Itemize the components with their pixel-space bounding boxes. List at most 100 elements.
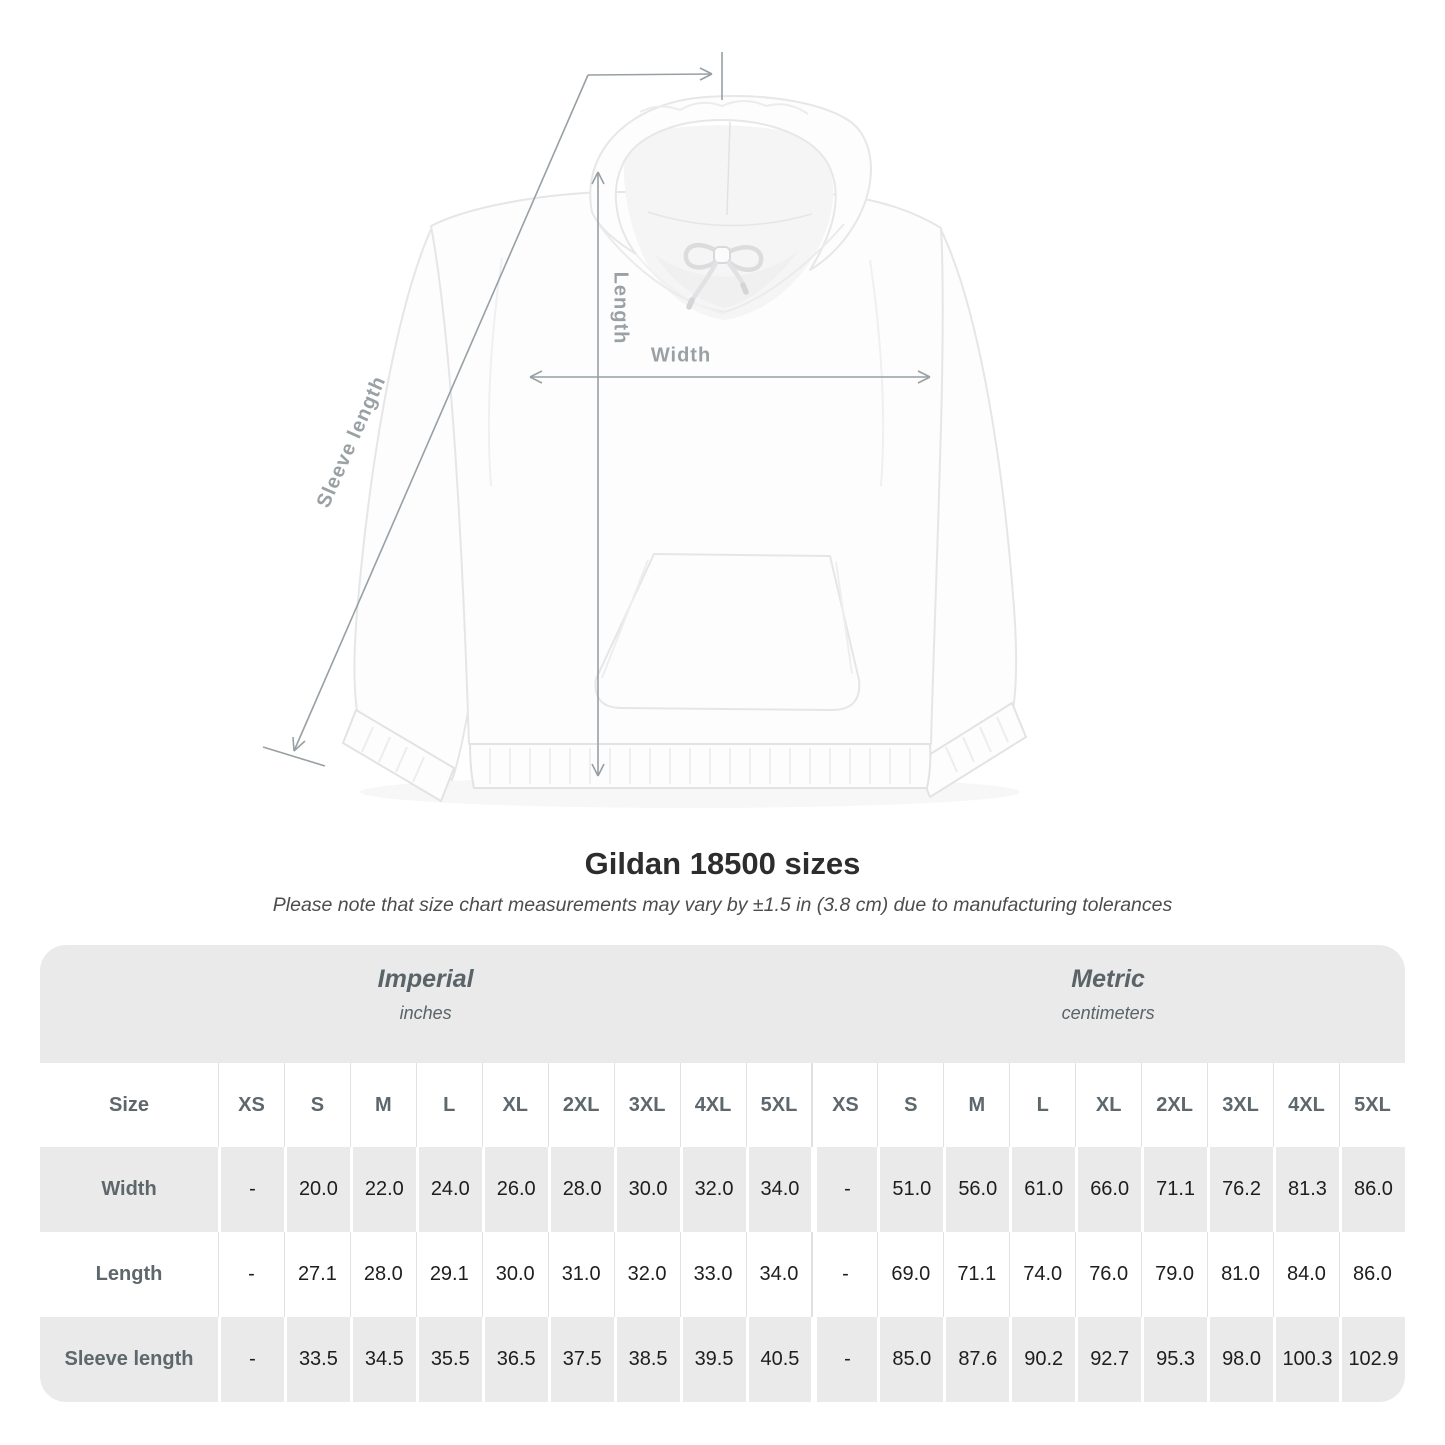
imperial-value: 34.5 (349, 1317, 416, 1402)
imperial-value: - (218, 1317, 284, 1402)
imperial-value: 22.0 (349, 1147, 416, 1232)
size-col-imperial-2xl: 2XL (547, 1063, 614, 1147)
hoodie-waistband (469, 743, 932, 789)
length-measure-label: Length (609, 271, 632, 345)
size-col-metric-xl: XL (1075, 1063, 1141, 1147)
size-col-metric-l: L (1009, 1063, 1075, 1147)
metric-value: 76.2 (1207, 1147, 1273, 1232)
imperial-value: 29.1 (415, 1232, 482, 1317)
metric-value: 102.9 (1338, 1317, 1405, 1402)
metric-value: 87.6 (943, 1317, 1010, 1402)
row-label: Sleeve length (40, 1317, 218, 1402)
metric-value: 71.1 (943, 1232, 1009, 1317)
metric-value: 66.0 (1075, 1147, 1142, 1232)
metric-value: 56.0 (943, 1147, 1010, 1232)
size-col-imperial-3xl: 3XL (613, 1063, 680, 1147)
sleeve-cuff-tick (262, 746, 326, 767)
metric-value: 84.0 (1273, 1232, 1339, 1317)
hoodie-measurement-diagram: Width Length Sleeve length (262, 52, 1027, 802)
size-col-imperial-5xl: 5XL (745, 1063, 812, 1147)
size-header-row: Size XS S M L XL 2XL 3XL 4XL 5XL XS S M L XL 2XL 3XL 4XL 5… (40, 1063, 1405, 1147)
metric-title: Metric (1071, 965, 1145, 993)
metric-value: - (811, 1147, 878, 1232)
unit-header-band: Imperial inches Metric centimeters (40, 945, 1405, 1063)
size-col-metric-xs: XS (811, 1063, 877, 1147)
measure-row: Length -27.1 28.0 29.1 30.0 31.0 32.0 33.0 34.0-… (40, 1232, 1405, 1317)
size-col-metric-s: S (877, 1063, 943, 1147)
metric-value: 90.2 (1009, 1317, 1076, 1402)
sleeve-arrow-diagonal-line (293, 74, 589, 752)
imperial-value: 32.0 (613, 1232, 680, 1317)
imperial-value: 40.5 (745, 1317, 812, 1402)
metric-value: 85.0 (877, 1317, 944, 1402)
imperial-subtitle: inches (399, 1003, 452, 1023)
imperial-value: 30.0 (613, 1147, 680, 1232)
imperial-value: 27.1 (283, 1232, 350, 1317)
metric-value: 61.0 (1009, 1147, 1076, 1232)
metric-value: 76.0 (1075, 1232, 1141, 1317)
imperial-value: 34.0 (745, 1147, 812, 1232)
metric-value: 81.3 (1273, 1147, 1339, 1232)
size-col-metric-5xl: 5XL (1338, 1063, 1405, 1147)
row-label: Width (40, 1147, 218, 1232)
imperial-value: 34.0 (745, 1232, 812, 1317)
imperial-value: 37.5 (547, 1317, 614, 1402)
imperial-group-header: Imperial inches (40, 945, 811, 1063)
imperial-value: 36.5 (481, 1317, 548, 1402)
measurement-lines (262, 52, 931, 777)
imperial-value: 20.0 (283, 1147, 350, 1232)
metric-value: 71.1 (1141, 1147, 1208, 1232)
imperial-value: 38.5 (613, 1317, 680, 1402)
hoodie-drawstrings (683, 242, 764, 310)
metric-value: 81.0 (1207, 1232, 1273, 1317)
metric-value: 86.0 (1338, 1232, 1405, 1317)
sleeve-arrow-top-line (587, 73, 713, 76)
imperial-value: 33.5 (283, 1317, 350, 1402)
measure-row: Sleeve length -33.5 34.5 35.5 36.5 37.5 38.5 39… (40, 1317, 1405, 1402)
metric-value: 95.3 (1141, 1317, 1208, 1402)
imperial-value: 39.5 (679, 1317, 746, 1402)
size-col-metric-4xl: 4XL (1273, 1063, 1339, 1147)
size-col-imperial-xl: XL (481, 1063, 548, 1147)
size-col-metric-2xl: 2XL (1141, 1063, 1207, 1147)
metric-value: 74.0 (1009, 1232, 1075, 1317)
row-label: Length (95, 1263, 163, 1285)
hoodie-pocket (594, 553, 861, 711)
size-column-title: Size (108, 1093, 150, 1116)
metric-value: 92.7 (1075, 1317, 1142, 1402)
size-col-imperial-m: M (349, 1063, 416, 1147)
metric-value: - (811, 1317, 878, 1402)
imperial-title: Imperial (377, 965, 474, 993)
hoodie-illustration (262, 52, 1027, 802)
imperial-value: 35.5 (415, 1317, 482, 1402)
measure-row: Width -20.0 22.0 24.0 26.0 28.0 30.0 32.0 34.0-5… (40, 1147, 1405, 1232)
size-col-imperial-s: S (283, 1063, 350, 1147)
size-col-metric-3xl: 3XL (1207, 1063, 1273, 1147)
metric-subtitle: centimeters (1061, 1003, 1155, 1023)
metric-group-header: Metric centimeters (811, 945, 1405, 1063)
imperial-value: - (218, 1147, 284, 1232)
metric-value: 98.0 (1207, 1317, 1273, 1402)
page-title: Gildan 18500 sizes (584, 846, 861, 881)
imperial-value: 33.0 (679, 1232, 746, 1317)
imperial-value: 24.0 (415, 1147, 482, 1232)
metric-value: 51.0 (877, 1147, 944, 1232)
metric-value: 69.0 (877, 1232, 943, 1317)
imperial-value: - (218, 1232, 284, 1317)
imperial-value: 30.0 (481, 1232, 548, 1317)
hoodie-hood (589, 95, 872, 315)
size-table: Size XS S M L XL 2XL 3XL 4XL 5XL XS S M L XL 2XL 3XL 4XL 5… (40, 1063, 1405, 1402)
size-col-imperial-xs: XS (218, 1063, 284, 1147)
hoodie-hood-interior (623, 121, 834, 321)
imperial-value: 28.0 (547, 1147, 614, 1232)
metric-value: 79.0 (1141, 1232, 1207, 1317)
imperial-value: 26.0 (481, 1147, 548, 1232)
size-col-metric-m: M (943, 1063, 1009, 1147)
imperial-value: 28.0 (349, 1232, 416, 1317)
metric-value: 100.3 (1273, 1317, 1339, 1402)
size-col-imperial-4xl: 4XL (679, 1063, 746, 1147)
size-col-imperial-l: L (415, 1063, 482, 1147)
tolerance-note: Please note that size chart measurements… (272, 894, 1173, 916)
imperial-value: 32.0 (679, 1147, 746, 1232)
